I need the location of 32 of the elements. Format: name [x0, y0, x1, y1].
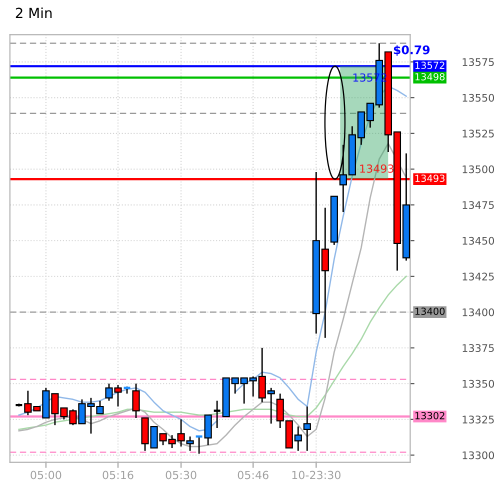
ref-line-label: 13493	[415, 174, 445, 182]
x-tick-label: 05:46	[238, 470, 268, 480]
band-label: $0.79	[394, 45, 430, 56]
x-tick-label: 10-23:30	[292, 470, 341, 480]
y-tick-label: 13550	[462, 94, 494, 102]
candlestick	[303, 406, 311, 452]
y-tick-label: 13300	[462, 451, 494, 460]
y-tick-label: 13350	[462, 380, 494, 388]
annotation: 13572	[353, 73, 386, 82]
annotation: 13498	[415, 73, 445, 80]
annotation: 13493	[360, 164, 394, 173]
candlestick	[212, 400, 222, 429]
candlestick	[194, 435, 204, 454]
y-tick-label: 13450	[462, 236, 494, 245]
chart-title: 2 Min	[16, 7, 52, 18]
y-tick-label: 13425	[462, 272, 494, 280]
y-tick-label: 13475	[462, 201, 494, 209]
x-tick-label: 05:00	[30, 470, 62, 480]
ref-line-label: 13400	[415, 308, 445, 315]
y-tick-label: 13575	[462, 58, 494, 66]
ref-line-label: 13572	[415, 62, 444, 69]
y-tick-label: 13400	[462, 308, 494, 316]
candlestick	[204, 414, 212, 446]
line-series	[18, 142, 407, 448]
y-tick-label: 13500	[462, 165, 494, 174]
y-tick-label: 13375	[462, 344, 494, 352]
y-tick-label: 13525	[462, 130, 494, 138]
y-tick-label: 13325	[462, 416, 494, 424]
annotation: 13302	[415, 412, 444, 420]
candlestick	[132, 382, 140, 419]
x-tick-label: 05:16	[102, 470, 134, 480]
x-tick-label: 05:30	[166, 470, 196, 480]
